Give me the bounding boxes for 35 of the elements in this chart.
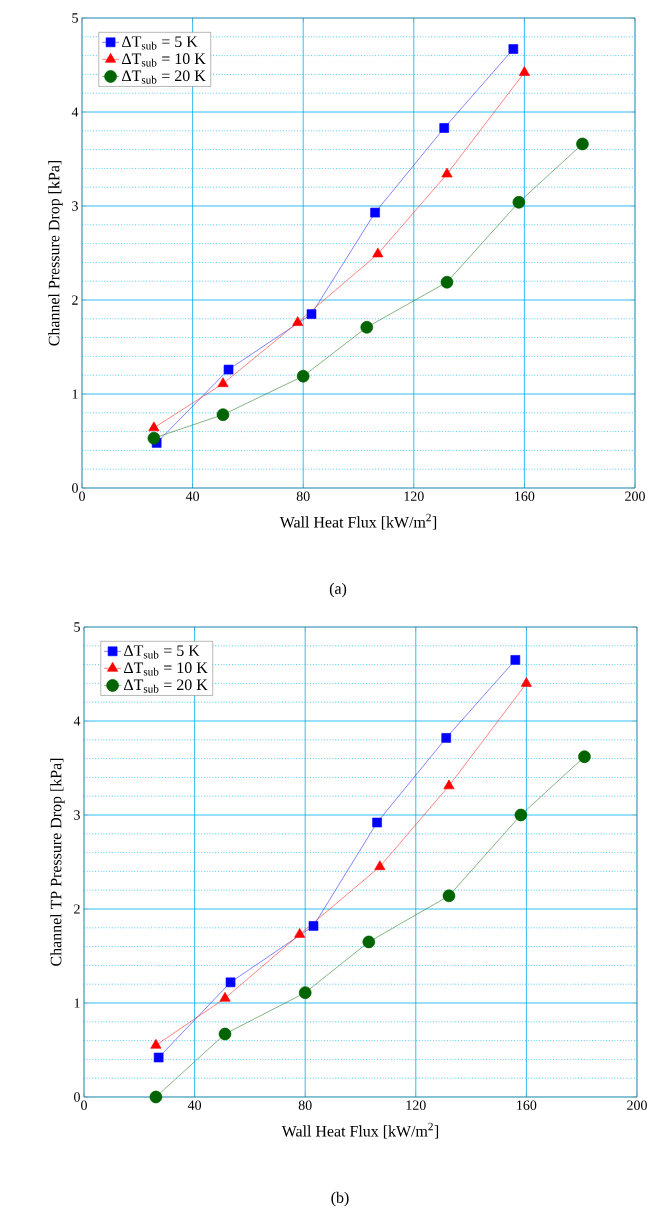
legend-label: ΔT$_{sub}$ = 10 K [124, 662, 208, 676]
y-tick-label: 1 [72, 389, 78, 399]
y-axis-title: Channel Pressure Drop [kPa] [48, 161, 63, 346]
x-tick-label: 40 [188, 1100, 202, 1110]
y-tick-label: 4 [71, 107, 79, 117]
y-axis-title: Channel TP Pressure Drop [kPa] [50, 758, 65, 966]
x-tick-label: 40 [186, 491, 200, 501]
x-tick-label: 160 [517, 1100, 537, 1110]
legend-label: ΔT$_{sub}$ = 5 K [124, 645, 200, 659]
x-tick-label: 200 [627, 1100, 648, 1110]
legend-label: ΔT$_{sub}$ = 10 K [122, 53, 206, 67]
y-tick-label: 0 [72, 483, 79, 493]
y-tick-label: 0 [74, 1092, 81, 1102]
y-tick-label: 1 [74, 998, 80, 1008]
text: (b) [331, 1191, 349, 1207]
x-tick-label: 120 [404, 491, 424, 501]
legend-label: ΔT$_{sub}$ = 5 K [122, 36, 198, 50]
x-axis-title: Wall Heat Flux [kW/m$^{2}$] [281, 1122, 439, 1139]
y-tick-label: 3 [74, 810, 81, 820]
y-tick-label: 2 [74, 904, 80, 914]
x-tick-label: 0 [81, 1100, 88, 1110]
x-tick-label: 160 [515, 491, 535, 501]
x-tick-label: 80 [296, 491, 310, 501]
x-axis-title: Wall Heat Flux [kW/m$^{2}$] [279, 513, 437, 530]
legend-label: ΔT$_{sub}$ = 20 K [124, 679, 208, 693]
y-tick-label: 5 [72, 13, 79, 23]
y-tick-label: 4 [73, 716, 81, 726]
y-tick-label: 3 [72, 201, 79, 211]
x-tick-label: 200 [625, 491, 646, 501]
y-tick-label: 5 [74, 622, 81, 632]
x-tick-label: 120 [406, 1100, 426, 1110]
legend-label: ΔT$_{sub}$ = 20 K [122, 70, 206, 84]
text: (a) [329, 582, 347, 598]
x-tick-label: 80 [298, 1100, 312, 1110]
y-tick-label: 2 [72, 295, 78, 305]
